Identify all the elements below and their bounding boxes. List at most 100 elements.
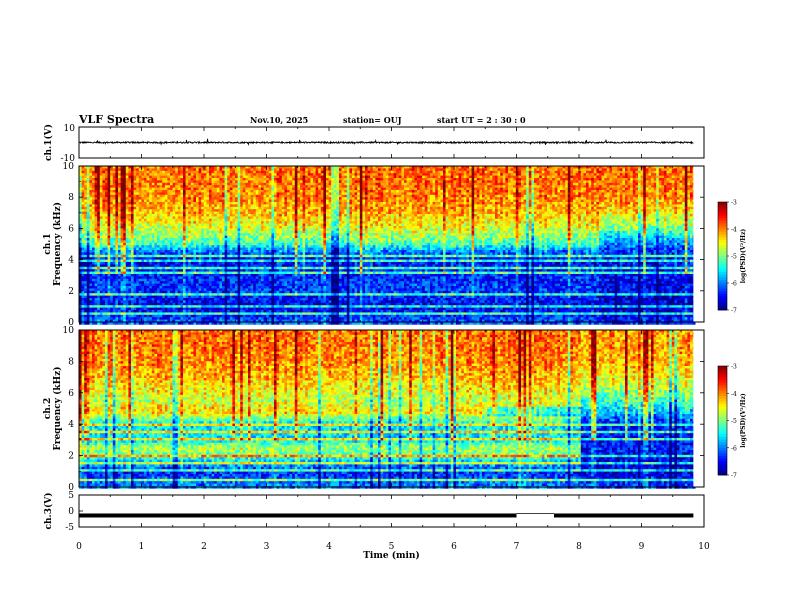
ch1-spectrogram-cell xyxy=(188,231,191,234)
ch1-spectrogram-cell xyxy=(154,231,157,234)
ch1-spectrogram-cell xyxy=(110,293,113,296)
ch1-spectrogram-cell xyxy=(136,197,139,200)
ch1-spectrogram-cell xyxy=(165,317,168,320)
ch1-spectrogram-cell xyxy=(243,310,246,313)
ch1-spectrogram-cell xyxy=(266,176,269,179)
ch1-spectrogram-cell xyxy=(219,226,222,229)
ch1-spectrogram-cell xyxy=(165,221,168,224)
ch1-spectrogram-cell xyxy=(232,284,235,287)
ch1-spectrogram-cell xyxy=(256,250,259,253)
ch1-spectrogram-cell xyxy=(92,236,95,239)
ch1-spectrogram-cell xyxy=(214,224,217,227)
ch1-spectrogram-cell xyxy=(167,308,170,311)
ch1-spectrogram-cell xyxy=(173,291,176,294)
ch1-spectrogram-cell xyxy=(180,216,183,219)
ch1-spectrogram-cell xyxy=(261,312,264,315)
ch1-spectrogram-cell xyxy=(238,185,241,188)
ch1-spectrogram-cell xyxy=(170,192,173,195)
ch1-spectrogram-cell xyxy=(253,190,256,193)
ch1-spectrogram-cell xyxy=(121,176,124,179)
ch1-spectrogram-cell xyxy=(235,233,238,236)
ch1-spectrogram-cell xyxy=(214,262,217,265)
ch1-spectrogram-cell xyxy=(165,267,168,270)
ch1-spectrogram-cell xyxy=(157,183,160,186)
ch1-spectrogram-cell xyxy=(87,190,90,193)
ch1-spectrogram-cell xyxy=(154,224,157,227)
ch1-spectrogram-cell xyxy=(232,185,235,188)
ch1-spectrogram-cell xyxy=(227,216,230,219)
ch1-spectrogram-cell xyxy=(149,188,152,191)
ch1-spectrogram-cell xyxy=(175,248,178,251)
ch1-spectrogram-cell xyxy=(212,180,215,183)
ch1-spectrogram-cell xyxy=(162,226,165,229)
ch1-spectrogram-cell xyxy=(266,281,269,284)
ch1-spectrogram-cell xyxy=(92,228,95,231)
ch1-spectrogram-cell xyxy=(225,183,228,186)
ch1-spectrogram-cell xyxy=(167,284,170,287)
ch1-spectrogram-cell xyxy=(105,298,108,301)
ch1-spectrogram-cell xyxy=(95,264,98,267)
ch1-spectrogram-cell xyxy=(113,209,116,212)
ch1-spectrogram-cell xyxy=(102,257,105,260)
ch1-spectrogram-cell xyxy=(126,240,129,243)
ch1-spectrogram-cell xyxy=(269,240,272,243)
ch1-spectrogram-cell xyxy=(84,288,87,291)
ch1-spectrogram-cell xyxy=(206,195,209,198)
ch1-spectrogram-cell xyxy=(248,171,251,174)
ch1-spectrogram-cell xyxy=(193,202,196,205)
ch1-spectrogram-cell xyxy=(266,315,269,318)
ch1-spectrogram-cell xyxy=(139,171,142,174)
ch1-spectrogram-cell xyxy=(115,315,118,318)
ch1-spectrogram-cell xyxy=(84,204,87,207)
ch1-spectrogram-cell xyxy=(180,293,183,296)
ch1-spectrogram-cell xyxy=(219,248,222,251)
ch1-spectrogram-cell xyxy=(162,183,165,186)
ch1-spectrogram-cell xyxy=(102,296,105,299)
ch1-spectrogram-cell xyxy=(271,281,274,284)
ch1-spectrogram-cell xyxy=(222,298,225,301)
ch1-spectrogram-cell xyxy=(113,267,116,270)
ch1-spectrogram-cell xyxy=(227,281,230,284)
ch1-spectrogram-cell xyxy=(136,240,139,243)
ch1-spectrogram-cell xyxy=(170,212,173,215)
ch1-spectrogram-cell xyxy=(264,233,267,236)
ch1-spectrogram-cell xyxy=(266,293,269,296)
ch1-spectrogram-cell xyxy=(136,171,139,174)
ch1-spectrogram-cell xyxy=(92,221,95,224)
ch1-spectrogram-cell xyxy=(222,257,225,260)
ch1-spectrogram-cell xyxy=(206,250,209,253)
ch1-spectrogram-cell xyxy=(149,252,152,255)
ch1-spectrogram-cell xyxy=(123,300,126,303)
ch1-spectrogram-cell xyxy=(209,279,212,282)
ch1-spectrogram-cell xyxy=(186,224,189,227)
ch1-spectrogram-cell xyxy=(123,286,126,289)
ch1-spectrogram-cell xyxy=(105,197,108,200)
ch1-spectrogram-cell xyxy=(214,317,217,320)
ch1-spectrogram-cell xyxy=(121,286,124,289)
ch1-spectrogram-cell xyxy=(193,291,196,294)
ch1-spectrogram-cell xyxy=(136,284,139,287)
ch1-spectrogram-cell xyxy=(180,264,183,267)
ch1-spectrogram-cell xyxy=(128,231,131,234)
ch1-spectrogram-cell xyxy=(113,216,116,219)
ch1-spectrogram-cell xyxy=(227,305,230,308)
ch1-spectrogram-cell xyxy=(144,288,147,291)
ch1-spectrogram-cell xyxy=(87,204,90,207)
ch1-spectrogram-cell xyxy=(154,317,157,320)
ch1-spectrogram-cell xyxy=(160,183,163,186)
ch1-spectrogram-cell xyxy=(82,317,85,320)
ch1-spectrogram-cell xyxy=(89,260,92,263)
ch1-spectrogram-cell xyxy=(152,236,155,239)
ch1-spectrogram-cell xyxy=(191,300,194,303)
ch1-ylabel: ch.1(V) xyxy=(43,124,54,161)
ch1-spectrogram-cell xyxy=(204,185,207,188)
ch1-spectrogram-cell xyxy=(256,224,259,227)
ch1-spectrogram-cell xyxy=(222,192,225,195)
ch1-spectrogram-cell xyxy=(199,240,202,243)
ch1-spectrogram-cell xyxy=(144,183,147,186)
ch1-spectrogram-cell xyxy=(141,303,144,306)
ch1-spectrogram-cell xyxy=(144,224,147,227)
ch1-spectrogram-cell xyxy=(271,284,274,287)
ch1-spectrogram-cell xyxy=(89,240,92,243)
ch1-spectrogram-cell xyxy=(167,228,170,231)
